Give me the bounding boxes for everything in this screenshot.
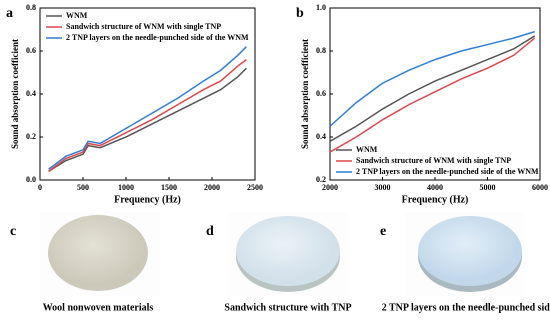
legend-label: WNM xyxy=(66,11,88,20)
photo-caption: Wool nonwoven materials xyxy=(43,302,154,313)
x-tick-label: 6000 xyxy=(532,183,548,192)
y-axis-label: Sound absorption coefficient xyxy=(300,39,310,149)
y-tick-label: 0.8 xyxy=(26,3,36,12)
legend-label: Sandwich structure of WNM with single TN… xyxy=(356,156,511,165)
x-tick-label: 500 xyxy=(77,183,89,192)
y-tick-label: 0.6 xyxy=(26,46,36,55)
legend-label: 2 TNP layers on the needle-punched side … xyxy=(66,33,249,42)
x-tick-label: 1500 xyxy=(161,183,177,192)
series-line xyxy=(48,46,247,170)
photo-d xyxy=(228,212,348,296)
x-axis-label: Frequency (Hz) xyxy=(402,194,469,205)
series-line xyxy=(48,67,247,173)
x-tick-label: 1000 xyxy=(118,183,134,192)
x-tick-label: 4000 xyxy=(427,183,443,192)
y-tick-label: 0.2 xyxy=(316,175,326,184)
panel-label: a xyxy=(6,6,13,21)
x-axis-label: Frequency (Hz) xyxy=(114,194,181,205)
legend-label: 2 TNP layers on the needle-punched side … xyxy=(356,167,539,176)
photo-label: e xyxy=(380,224,386,239)
photo-c xyxy=(40,212,160,296)
series-line xyxy=(48,59,247,172)
x-tick-label: 3000 xyxy=(375,183,391,192)
y-tick-label: 0.2 xyxy=(26,132,36,141)
y-tick-label: 1.0 xyxy=(316,3,326,12)
x-tick-label: 0 xyxy=(38,183,42,192)
y-tick-label: 0.8 xyxy=(316,46,326,55)
x-tick-label: 2500 xyxy=(247,183,263,192)
photo-e xyxy=(405,212,525,296)
y-tick-label: 0.0 xyxy=(26,175,36,184)
y-tick-label: 0.6 xyxy=(316,89,326,98)
plot-frame xyxy=(329,7,541,181)
legend-label: WNM xyxy=(356,145,378,154)
panel-label: b xyxy=(296,6,304,21)
y-axis-label: Sound absorption coefficient xyxy=(10,39,20,149)
series-line xyxy=(329,37,536,153)
sample-disc xyxy=(48,215,148,291)
x-tick-label: 2000 xyxy=(322,183,338,192)
y-tick-label: 0.4 xyxy=(26,89,36,98)
y-tick-label: 0.4 xyxy=(316,132,326,141)
series-line xyxy=(329,30,535,127)
x-tick-label: 2000 xyxy=(204,183,220,192)
series-line xyxy=(329,35,536,142)
legend-label: Sandwich structure of WNM with single TN… xyxy=(66,22,221,31)
x-tick-label: 5000 xyxy=(480,183,496,192)
sample-disc xyxy=(418,216,522,286)
sample-disc xyxy=(236,216,340,286)
photo-caption: 2 TNP layers on the needle-punched side xyxy=(382,302,550,313)
photo-label: d xyxy=(206,224,214,239)
photo-caption: Sandwich structure with TNP xyxy=(224,302,351,313)
photo-label: c xyxy=(10,224,16,239)
